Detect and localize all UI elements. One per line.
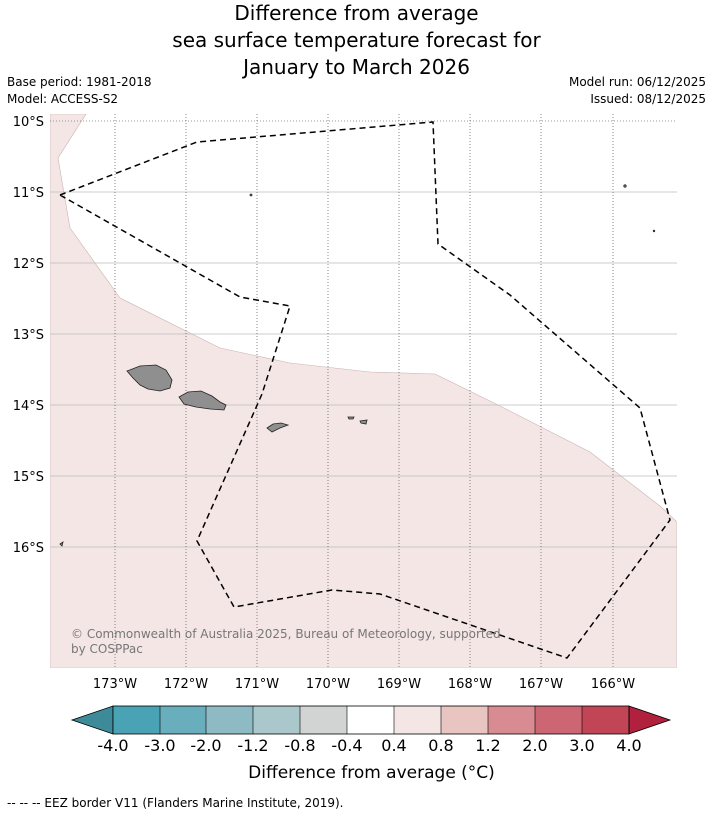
colorbar-tick: -1.2	[237, 736, 269, 755]
colorbar-tick: 3.0	[569, 736, 595, 755]
colorbar-tick: 4.0	[616, 736, 642, 755]
colorbar	[70, 705, 672, 735]
colorbar-segment	[488, 706, 535, 734]
colorbar-tick: -0.8	[284, 736, 316, 755]
title-line-2: sea surface temperature forecast for	[172, 28, 541, 52]
lat-label: 14°S	[13, 399, 44, 414]
latitude-gridlines	[50, 120, 677, 548]
lat-label: 15°S	[13, 470, 44, 485]
colorbar-segment	[300, 706, 347, 734]
upolu-island	[178, 390, 227, 411]
copyright-text: © Commonwealth of Australia 2025, Bureau…	[71, 627, 501, 641]
lon-label: 171°W	[235, 677, 279, 692]
copyright-text-line2: by COSPPac	[71, 642, 143, 656]
small-islet-sw	[59, 541, 64, 547]
colorbar-segment	[253, 706, 300, 734]
colorbar-segment	[535, 706, 582, 734]
tau-island	[359, 419, 368, 425]
lon-label: 167°W	[519, 677, 563, 692]
eez-legend-note: -- -- -- EEZ border V11 (Flanders Marine…	[7, 796, 344, 810]
eez-borders	[59, 121, 671, 659]
model-run-date: Model run: 06/12/2025	[568, 75, 706, 89]
title-line-3: January to March 2026	[243, 55, 470, 79]
lon-label: 169°W	[377, 677, 421, 692]
base-period: Base period: 1981-2018	[7, 75, 152, 89]
swains-island	[249, 193, 253, 197]
ofu-olosega-island	[347, 416, 355, 420]
colorbar-tick: -0.4	[331, 736, 363, 755]
tutuila-island	[266, 422, 290, 433]
colorbar-segment	[441, 706, 488, 734]
colorbar-tick: 2.0	[522, 736, 548, 755]
lat-label: 11°S	[13, 186, 44, 201]
colorbar-tick: 1.2	[475, 736, 501, 755]
colorbar-tick: -2.0	[190, 736, 222, 755]
land-masses	[59, 184, 656, 547]
map-area: © Commonwealth of Australia 2025, Bureau…	[50, 114, 677, 668]
chart-title: Difference from average sea surface temp…	[0, 0, 713, 81]
colorbar-segment	[113, 706, 160, 734]
lat-label: 13°S	[13, 328, 44, 343]
issued-date: Issued: 08/12/2025	[590, 92, 706, 106]
lat-label: 16°S	[13, 541, 44, 556]
small-atoll-ne	[623, 184, 627, 188]
colorbar-dividers	[159, 706, 583, 734]
lon-label: 168°W	[448, 677, 492, 692]
colorbar-tick: 0.4	[381, 736, 407, 755]
colorbar-tick: -4.0	[97, 736, 129, 755]
longitude-gridlines	[114, 114, 614, 668]
lon-label: 173°W	[93, 677, 137, 692]
run-info: Model run: 06/12/2025 Issued: 08/12/2025	[569, 74, 706, 108]
small-atoll-e	[652, 229, 656, 233]
colorbar-left-arrow	[70, 705, 114, 735]
lon-label: 166°W	[591, 677, 635, 692]
savaii-island	[126, 364, 173, 392]
longitude-labels: 173°W 172°W 171°W 170°W 169°W 168°W 167°…	[93, 677, 635, 692]
colorbar-segment	[582, 706, 629, 734]
colorbar-tick: -3.0	[144, 736, 176, 755]
eez-border-samoa	[59, 121, 671, 659]
latitude-labels: 10°S 11°S 12°S 13°S 14°S 15°S 16°S	[13, 115, 44, 556]
colorbar-right-arrow	[628, 705, 672, 735]
model-info: Base period: 1981-2018 Model: ACCESS-S2	[7, 74, 152, 108]
model-name: Model: ACCESS-S2	[7, 92, 119, 106]
colorbar-outline	[112, 705, 630, 735]
colorbar-segment	[160, 706, 206, 734]
lon-label: 172°W	[164, 677, 208, 692]
lon-label: 170°W	[306, 677, 350, 692]
colorbar-segment	[347, 706, 394, 734]
colorbar-segment	[394, 706, 441, 734]
colorbar-title: Difference from average (°C)	[248, 763, 495, 783]
colorbar-segment	[206, 706, 253, 734]
lat-label: 12°S	[13, 257, 44, 272]
colorbar-tick: 0.8	[428, 736, 454, 755]
lat-label: 10°S	[13, 115, 44, 130]
title-line-1: Difference from average	[234, 1, 479, 25]
